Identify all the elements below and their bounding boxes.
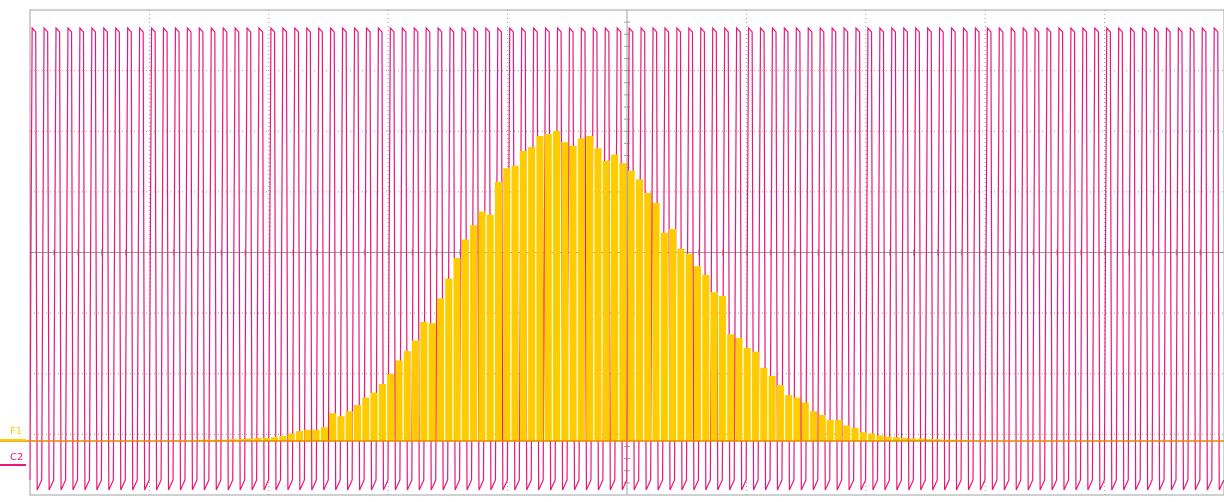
f1-histogram-bar — [652, 202, 660, 441]
f1-histogram-bar — [710, 292, 718, 441]
f1-histogram-bar — [611, 154, 619, 441]
f1-histogram-bar — [693, 266, 702, 441]
f1-histogram-bar — [395, 360, 403, 441]
f1-histogram-bar — [859, 432, 867, 441]
f1-histogram-bar — [271, 437, 279, 441]
f1-histogram-bar — [793, 397, 801, 441]
f1-histogram-bar — [511, 165, 519, 441]
f1-histogram-bar — [818, 414, 826, 441]
f1-histogram-bar — [420, 321, 428, 441]
f1-histogram-bar — [461, 239, 469, 441]
f1-histogram-bar — [494, 181, 503, 441]
f1-histogram-bar — [561, 142, 569, 441]
c2-channel-label: C2 — [10, 452, 23, 463]
f1-histogram-bar — [544, 134, 552, 441]
f1-histogram-bar — [246, 438, 254, 441]
f1-histogram-bar — [453, 258, 461, 441]
f1-histogram-bar — [428, 323, 436, 441]
f1-channel-marker[interactable]: F1 — [0, 426, 26, 441]
f1-histogram-bar — [486, 214, 494, 441]
f1-histogram-bar — [329, 413, 337, 441]
f1-histogram-bar — [569, 145, 577, 441]
f1-histogram-bar — [279, 436, 287, 441]
f1-histogram-bar — [470, 225, 478, 441]
f1-histogram-bar — [685, 253, 693, 441]
f1-histogram-bar — [718, 295, 726, 441]
f1-histogram-bar — [536, 135, 544, 441]
f1-histogram-bar — [843, 425, 851, 441]
f1-histogram-bar — [362, 397, 370, 441]
f1-histogram-bar — [801, 402, 809, 441]
f1-histogram-bar — [760, 367, 768, 441]
f1-histogram-bar — [370, 392, 378, 441]
f1-histogram-bar — [436, 298, 444, 441]
f1-histogram-bar — [403, 351, 411, 441]
f1-histogram-bar — [619, 163, 627, 442]
f1-histogram-bar — [743, 348, 751, 441]
f1-histogram-bar — [478, 211, 486, 441]
f1-histogram-bar — [868, 433, 876, 441]
f1-histogram-bar — [586, 135, 594, 441]
f1-histogram-bar — [503, 168, 511, 441]
f1-histogram-bar — [917, 438, 925, 441]
f1-histogram-bar — [387, 374, 395, 441]
f1-histogram-bar — [345, 411, 353, 441]
f1-histogram-bar — [353, 405, 362, 441]
f1-histogram-bar — [735, 338, 743, 441]
f1-histogram-bar — [702, 274, 710, 441]
c2-waveform-trace — [29, 26, 1224, 493]
f1-histogram-bar — [378, 383, 386, 441]
f1-histogram — [154, 131, 1000, 442]
f1-histogram-bar — [412, 340, 420, 441]
c2-trace-line — [29, 26, 1224, 493]
f1-histogram-bar — [445, 278, 453, 441]
f1-histogram-bar — [669, 228, 677, 441]
f1-histogram-bar — [304, 429, 312, 441]
f1-histogram-bar — [528, 147, 536, 441]
f1-histogram-bar — [785, 395, 793, 441]
f1-histogram-bar — [776, 385, 784, 441]
f1-histogram-bar — [644, 193, 652, 441]
f1-histogram-bar — [519, 150, 527, 441]
f1-histogram-bar — [594, 148, 602, 442]
f1-histogram-bar — [320, 427, 328, 441]
f1-histogram-bar — [229, 439, 237, 441]
f1-histogram-bar — [312, 429, 320, 441]
f1-histogram-bar — [552, 131, 561, 441]
f1-histogram-bar — [635, 179, 643, 442]
f1-histogram-bar — [627, 170, 635, 441]
f1-histogram-bar — [751, 351, 760, 441]
f1-histogram-bar — [677, 248, 685, 441]
f1-channel-label: F1 — [10, 426, 22, 437]
f1-histogram-bar — [660, 232, 668, 441]
f1-histogram-bar — [287, 433, 295, 441]
f1-histogram-bar — [826, 419, 834, 441]
f1-histogram-bar — [892, 437, 901, 441]
f1-histogram-bar — [926, 439, 934, 441]
f1-histogram-bar — [876, 435, 884, 441]
f1-histogram-bar — [602, 160, 610, 441]
f1-histogram-bar — [337, 416, 345, 441]
f1-histogram-bar — [577, 138, 585, 441]
f1-histogram-bar — [262, 437, 270, 441]
f1-histogram-bar — [254, 437, 262, 441]
f1-histogram-bar — [727, 334, 735, 441]
f1-histogram-bar — [237, 439, 245, 441]
f1-histogram-bar — [295, 431, 304, 441]
f1-histogram-bar — [909, 438, 917, 441]
f1-histogram-bar — [901, 437, 909, 441]
f1-histogram-bar — [810, 411, 818, 441]
f1-histogram-bar — [884, 436, 892, 441]
f1-histogram-bar — [768, 375, 776, 441]
c2-channel-marker[interactable]: C2 — [0, 452, 26, 466]
f1-histogram-bar — [934, 439, 942, 441]
f1-histogram-bar — [834, 419, 842, 441]
f1-histogram-bar — [851, 427, 859, 441]
